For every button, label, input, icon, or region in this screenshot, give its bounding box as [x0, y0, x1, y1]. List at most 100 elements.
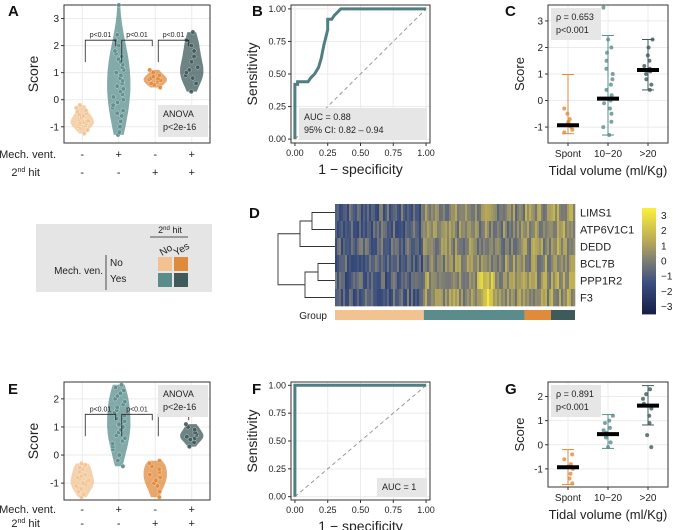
data-point-G-2-6	[641, 396, 646, 401]
heat-cell-2-29	[393, 238, 396, 256]
row-label-rest-A: hit	[25, 167, 40, 179]
data-point-E-3-8	[192, 427, 198, 433]
heat-cell-2-53	[441, 238, 444, 256]
heat-cell-2-111	[557, 238, 560, 256]
heat-cell-3-114	[563, 255, 566, 273]
colorbar-segment-32	[642, 275, 656, 279]
heat-cell-2-60	[455, 238, 458, 256]
heat-cell-5-40	[415, 289, 418, 307]
heat-cell-2-19	[373, 238, 376, 256]
heat-cell-3-89	[513, 255, 516, 273]
heat-cell-4-76	[487, 272, 490, 290]
panel-D: D LIMS1 ATP6V1C1 DEDD BCL7B PPP1R2 F3 Group 3 2 1 0…	[36, 204, 673, 322]
heat-cell-0-73	[481, 204, 484, 222]
heat-cell-5-22	[379, 289, 382, 307]
heat-cell-2-98	[531, 238, 534, 256]
heat-cell-2-77	[489, 238, 492, 256]
heat-cell-5-34	[403, 289, 406, 307]
heat-cell-4-67	[469, 272, 472, 290]
heat-cell-3-45	[425, 255, 428, 273]
heat-cell-1-113	[561, 221, 564, 239]
heat-cell-3-36	[407, 255, 410, 273]
heat-cell-2-43	[421, 238, 424, 256]
heat-cell-0-86	[507, 204, 510, 222]
data-point-C-2-0	[647, 87, 652, 92]
heat-cell-2-110	[555, 238, 558, 256]
heat-cell-2-80	[495, 238, 498, 256]
heat-cell-2-2	[339, 238, 342, 256]
x-axis-label-C: Tidal volume (ml/Kg)	[549, 163, 668, 178]
heat-cell-0-46	[427, 204, 430, 222]
heat-cell-0-22	[379, 204, 382, 222]
heat-cell-2-64	[463, 238, 466, 256]
heat-cell-1-89	[513, 221, 516, 239]
heat-cell-3-30	[395, 255, 398, 273]
y-tick-label-A-1: 0	[53, 95, 59, 106]
heat-cell-2-101	[537, 238, 540, 256]
heat-cell-5-86	[507, 289, 510, 307]
data-point-A-1-4	[119, 113, 125, 119]
heat-cell-2-28	[391, 238, 394, 256]
heat-cell-3-7	[349, 255, 352, 273]
panel-C: C Spont 10−20 >20 -1 0 1 2 3 Tidal volume (ml/Kg)…	[505, 3, 669, 178]
data-point-A-0-17	[80, 113, 86, 119]
heat-cell-0-24	[383, 204, 386, 222]
data-point-A-2-11	[150, 70, 156, 75]
heat-cell-3-12	[359, 255, 362, 273]
heat-cell-5-92	[519, 289, 522, 307]
heat-cell-1-68	[471, 221, 474, 239]
heat-cell-5-100	[535, 289, 538, 307]
data-point-A-1-5	[114, 110, 120, 116]
panel-letter-B: B	[252, 3, 263, 20]
heat-cell-3-78	[491, 255, 494, 273]
heat-cell-0-59	[453, 204, 456, 222]
heat-cell-2-115	[565, 238, 568, 256]
heat-cell-5-33	[401, 289, 404, 307]
heat-cell-3-3	[341, 255, 344, 273]
y-tick-label-G-2: 1	[537, 416, 543, 427]
heat-cell-4-10	[355, 272, 358, 290]
heat-cell-3-32	[399, 255, 402, 273]
heat-cell-5-6	[347, 289, 350, 307]
heat-cell-2-114	[563, 238, 566, 256]
colorbar-segment-13	[642, 235, 656, 239]
heat-cell-3-91	[517, 255, 520, 273]
colorbar-segment-19	[642, 248, 656, 251]
heat-cell-3-70	[475, 255, 478, 273]
heat-cell-2-91	[517, 238, 520, 256]
heat-cell-3-28	[391, 255, 394, 273]
annotation-box-B	[299, 108, 427, 140]
x-tick-label-C-0: Spont	[555, 149, 581, 160]
heat-cell-3-33	[401, 255, 404, 273]
y-tick-label-C-0: -1	[534, 123, 543, 134]
heat-cell-1-92	[519, 221, 522, 239]
data-point-G-0-5	[568, 462, 573, 467]
heat-cell-4-47	[429, 272, 432, 290]
heat-cell-0-66	[467, 204, 470, 222]
heat-cell-0-92	[519, 204, 522, 222]
heat-cell-1-28	[391, 221, 394, 239]
heat-cell-2-92	[519, 238, 522, 256]
heat-cell-0-67	[469, 204, 472, 222]
heat-cell-1-5	[345, 221, 348, 239]
heat-cell-0-83	[501, 204, 504, 222]
heat-cell-1-66	[467, 221, 470, 239]
heat-cell-0-0	[335, 204, 338, 222]
heat-cell-4-20	[375, 272, 378, 290]
heat-cell-3-31	[397, 255, 400, 273]
heat-cell-3-115	[565, 255, 568, 273]
heat-cell-4-107	[549, 272, 552, 290]
heat-cell-0-80	[495, 204, 498, 222]
data-point-C-1-0	[607, 133, 612, 138]
data-point-E-3-10	[183, 421, 189, 427]
data-point-A-3-8	[191, 54, 197, 59]
annotation-box-G	[551, 385, 601, 417]
legend-title-rest: hit	[170, 225, 183, 235]
heat-cell-2-84	[503, 238, 506, 256]
heat-cell-5-118	[571, 289, 574, 307]
heat-cell-1-111	[557, 221, 560, 239]
heat-cell-4-54	[443, 272, 446, 290]
heat-cell-0-70	[475, 204, 478, 222]
heat-cell-4-115	[565, 272, 568, 290]
legend-tile-1-1	[174, 273, 188, 287]
